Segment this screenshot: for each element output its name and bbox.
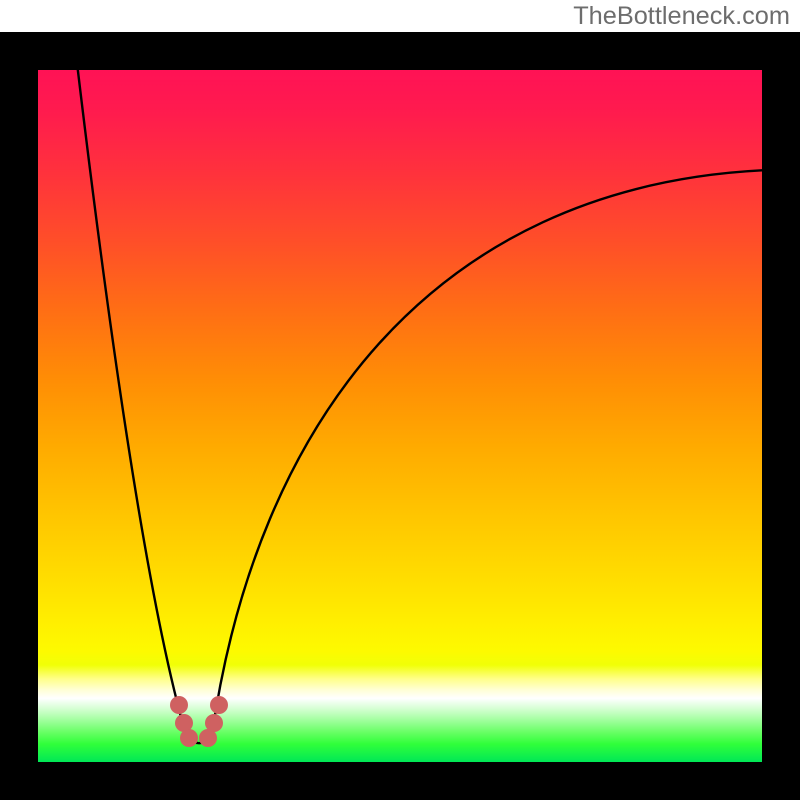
cusp-marker <box>180 729 198 747</box>
cusp-marker <box>205 714 223 732</box>
cusp-marker <box>170 696 188 714</box>
bottleneck-curve <box>38 70 762 762</box>
plot-area <box>38 70 762 762</box>
curve-path <box>78 70 762 743</box>
watermark-text: TheBottleneck.com <box>573 2 790 31</box>
cusp-marker <box>210 696 228 714</box>
